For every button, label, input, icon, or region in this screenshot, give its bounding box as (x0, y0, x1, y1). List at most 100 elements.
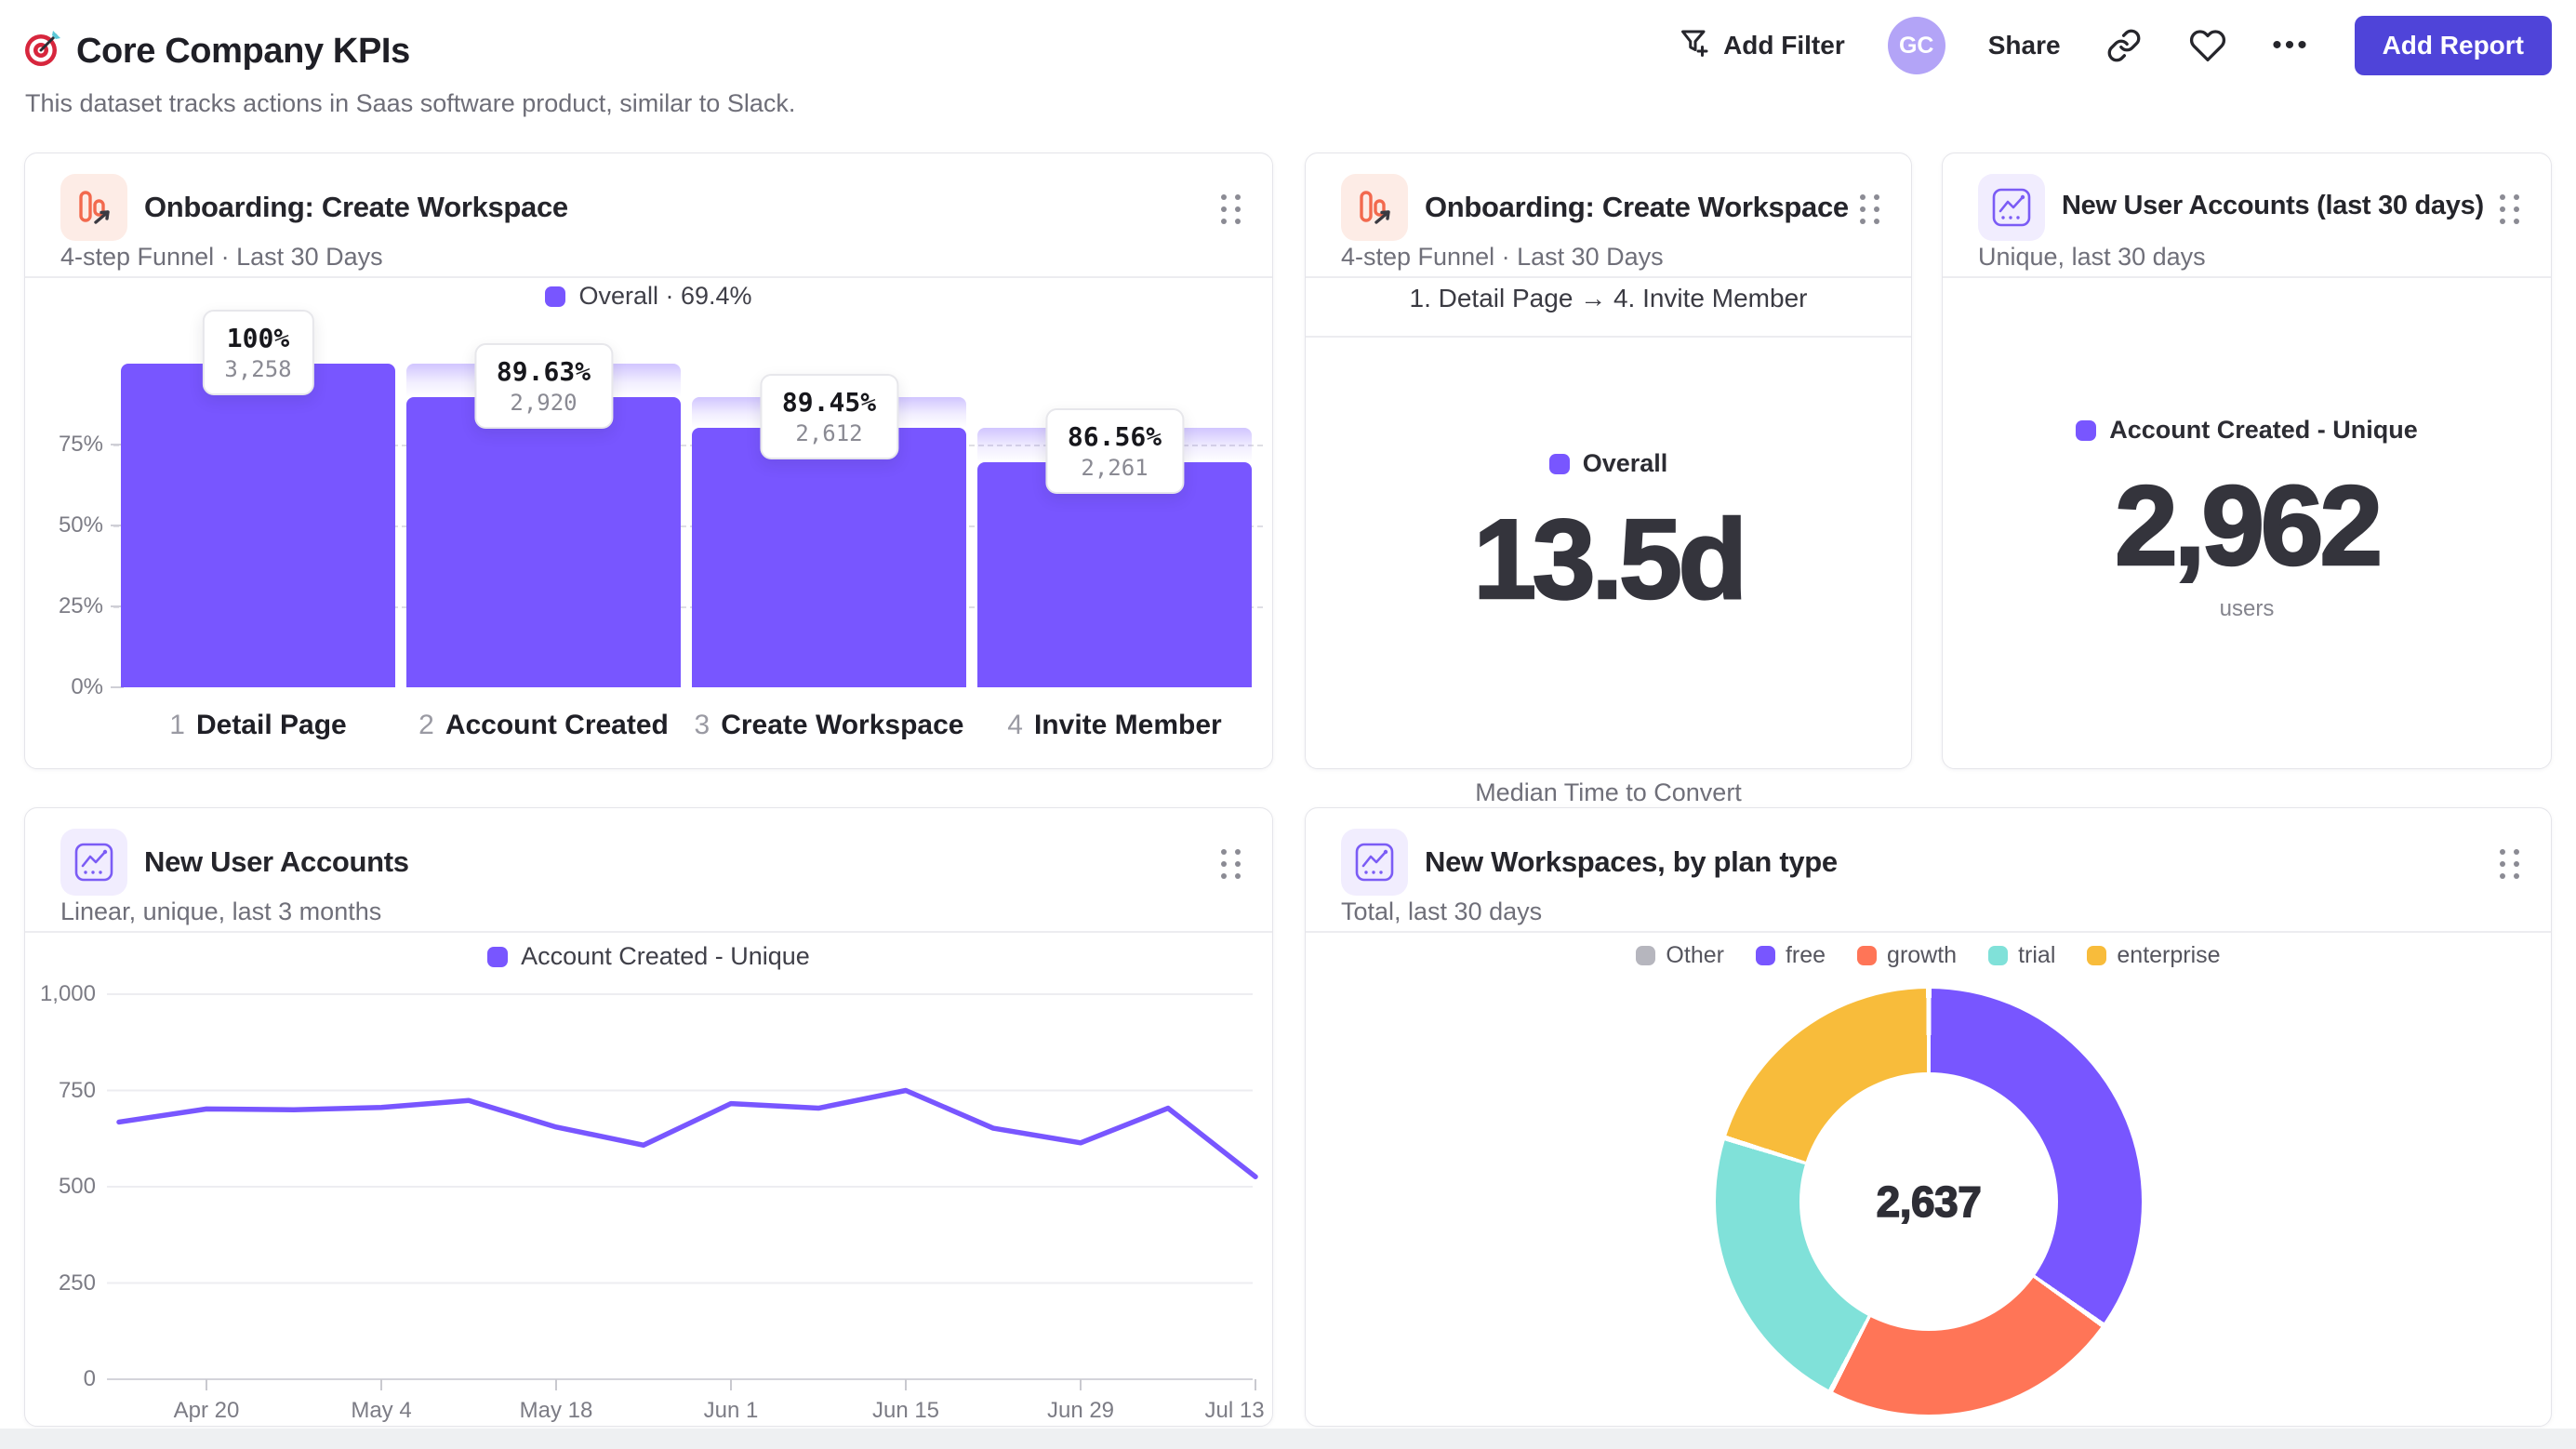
gridline-75% (113, 445, 1263, 446)
legend-swatch (1636, 946, 1656, 965)
line-chart-report-icon (1341, 829, 1408, 896)
legend-item-other[interactable]: Other (1636, 942, 1724, 969)
y-axis-label: 1,000 (39, 981, 96, 1006)
share-button[interactable]: Share (1988, 31, 2061, 60)
header-actions: Add Filter GC Share ••• Add Report (1679, 15, 2552, 76)
step-count: 2,612 (795, 420, 863, 446)
y-axis-tick (111, 686, 124, 688)
card-subtitle: 4-step Funnel · Last 30 Days (1341, 243, 1664, 271)
legend-label: enterprise (2117, 942, 2221, 968)
legend-label: Overall (1582, 449, 1668, 477)
line-series[interactable] (116, 1087, 1258, 1179)
share-label: Share (1987, 31, 2061, 60)
step-number: 4 (1007, 710, 1023, 740)
x-axis-label: Jul 13 (1204, 1398, 1265, 1423)
metric-legend[interactable]: Account Created - Unique (1943, 416, 2551, 445)
legend-swatch (1988, 946, 2009, 965)
line-chart-report-icon (60, 829, 127, 896)
line-chart-svg (107, 993, 1258, 1390)
drag-handle-icon[interactable] (1221, 194, 1241, 224)
y-axis-label: 250 (58, 1270, 96, 1296)
add-filter-label: Add Filter (1723, 31, 1845, 60)
funnel-bar[interactable] (406, 397, 681, 687)
legend-item-enterprise[interactable]: enterprise (2087, 942, 2221, 969)
donut-chart[interactable]: 2,637 (1716, 989, 2142, 1415)
favorite-heart-icon[interactable] (2187, 25, 2228, 66)
page-bottom-strip (0, 1429, 2576, 1449)
legend-swatch (2076, 419, 2097, 441)
donut-total-value: 2,637 (1876, 1176, 1983, 1227)
y-axis-label: 750 (58, 1077, 96, 1103)
x-axis-label: Apr 20 (173, 1398, 240, 1423)
y-axis-label: 25% (58, 593, 103, 618)
legend-swatch (2087, 946, 2107, 965)
legend-label: Overall · 69.4% (578, 282, 752, 310)
divider (1306, 931, 2551, 933)
card-title: New User Accounts (144, 845, 409, 878)
card-title: Onboarding: Create Workspace (1425, 191, 1849, 223)
step-count: 2,920 (510, 390, 578, 417)
step-conversion-pct: 89.63% (496, 356, 591, 388)
legend-item-growth[interactable]: growth (1857, 942, 1957, 969)
card-subtitle: Unique, last 30 days (1978, 243, 2206, 271)
card-subtitle: Total, last 30 days (1341, 897, 1543, 925)
card-title: New Workspaces, by plan type (1425, 845, 1838, 878)
divider (1306, 336, 1911, 338)
legend-swatch (1755, 946, 1775, 965)
gridline-25% (113, 606, 1263, 608)
card-funnel-summary[interactable]: Onboarding: Create Workspace 4-step Funn… (1305, 153, 1912, 806)
add-filter-button[interactable]: Add Filter (1679, 26, 1845, 66)
x-axis-label: Jun 1 (703, 1398, 759, 1423)
step-name: Detail Page (195, 710, 347, 740)
step-conversion-pct: 86.56% (1067, 421, 1162, 453)
dartboard-icon (22, 28, 63, 73)
page-subtitle: This dataset tracks actions in Saas soft… (25, 89, 796, 117)
x-axis-label: May 4 (351, 1398, 412, 1423)
drag-handle-icon[interactable] (2500, 194, 2519, 224)
divider (25, 276, 1272, 278)
median-time-caption: Median Time to Convert (1475, 778, 1742, 806)
funnel-bar-tooltip: 100% 3,258 (202, 310, 314, 395)
funnel-bar[interactable] (692, 428, 966, 687)
card-new-user-accounts-trend[interactable]: New User Accounts Linear, unique, last 3… (24, 807, 1273, 1427)
legend-item-free[interactable]: free (1755, 942, 1826, 969)
step-number: 1 (169, 710, 185, 740)
line-legend[interactable]: Account Created - Unique (25, 942, 1272, 971)
step-number: 3 (694, 710, 710, 740)
y-axis-tick (111, 444, 124, 445)
card-subtitle: Linear, unique, last 3 months (60, 897, 382, 925)
y-axis-label: 75% (58, 432, 103, 457)
step-name: Create Workspace (721, 710, 964, 740)
legend-label: trial (2018, 942, 2056, 968)
unique-users-caption: users (2219, 596, 2275, 621)
x-axis-label: Jun 29 (1046, 1398, 1115, 1423)
y-axis-label: 0 (83, 1366, 96, 1391)
legend-item-trial[interactable]: trial (1988, 942, 2055, 969)
drag-handle-icon[interactable] (1860, 194, 1879, 224)
add-report-button[interactable]: Add Report (2354, 16, 2552, 75)
divider (25, 931, 1272, 933)
user-avatar[interactable]: GC (1887, 17, 1945, 74)
card-funnel-chart[interactable]: Onboarding: Create Workspace 4-step Funn… (24, 153, 1273, 769)
y-axis-tick (111, 525, 124, 526)
step-name: Account Created (445, 710, 669, 740)
x-axis-label: May 18 (519, 1398, 593, 1423)
unique-users-value: 2,962 (2114, 461, 2384, 591)
card-new-workspaces-by-plan[interactable]: New Workspaces, by plan type Total, last… (1305, 807, 2552, 1427)
summary-legend[interactable]: Overall (1306, 449, 1911, 478)
funnel-bar[interactable] (121, 364, 395, 687)
line-chart-report-icon (1978, 174, 2045, 241)
step-conversion-pct: 89.45% (781, 387, 877, 418)
y-axis-label: 500 (58, 1174, 96, 1199)
drag-handle-icon[interactable] (1221, 849, 1241, 879)
copy-link-icon[interactable] (2104, 25, 2144, 66)
median-time-value: 13.5d (1472, 495, 1748, 624)
more-menu-icon[interactable]: ••• (2272, 30, 2310, 60)
drag-handle-icon[interactable] (2500, 849, 2519, 879)
pie-legend[interactable]: Other free growth trial enterprise (1306, 942, 2551, 969)
funnel-bar[interactable] (977, 462, 1252, 687)
card-title: Onboarding: Create Workspace (144, 191, 568, 223)
legend-swatch (487, 946, 509, 967)
card-new-user-accounts-30d[interactable]: New User Accounts (last 30 days) Unique,… (1942, 153, 2552, 769)
funnel-legend[interactable]: Overall · 69.4% (25, 282, 1272, 311)
